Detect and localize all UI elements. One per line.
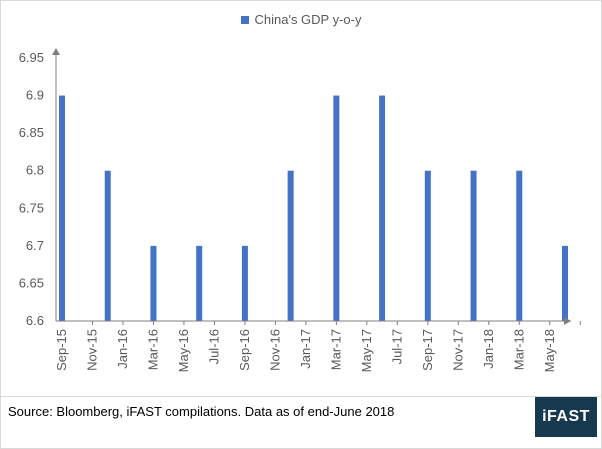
bar-Dec-16 bbox=[287, 170, 294, 321]
bar-Mar-17 bbox=[333, 95, 340, 321]
footer-divider bbox=[0, 396, 602, 397]
x-tick-label: Mar-17 bbox=[328, 329, 343, 370]
x-tick-label: Nov-16 bbox=[267, 329, 282, 371]
bar-Mar-16 bbox=[150, 245, 157, 321]
y-tick-label: 6.6 bbox=[26, 313, 44, 328]
bar-Jun-18 bbox=[562, 245, 568, 321]
x-tick-label: Jan-18 bbox=[481, 329, 496, 369]
source-note: Source: Bloomberg, iFAST compilations. D… bbox=[8, 404, 395, 419]
bar-Sep-16 bbox=[241, 245, 248, 321]
x-tick-label: Nov-15 bbox=[84, 329, 99, 371]
x-tick-label: Sep-16 bbox=[237, 329, 252, 371]
x-tick-label: May-17 bbox=[359, 329, 374, 372]
x-tick-label: Nov-17 bbox=[450, 329, 465, 371]
y-tick-label: 6.65 bbox=[19, 275, 44, 290]
x-axis-arrow bbox=[564, 317, 571, 325]
y-axis-arrow bbox=[52, 48, 60, 55]
x-tick-label: May-16 bbox=[176, 329, 191, 372]
y-tick-label: 6.7 bbox=[26, 238, 44, 253]
bar-Mar-18 bbox=[516, 170, 523, 321]
x-tick-label: Sep-15 bbox=[54, 329, 69, 371]
y-tick-label: 6.75 bbox=[19, 200, 44, 215]
bar-Dec-15 bbox=[104, 170, 111, 321]
bar-Jun-17 bbox=[379, 95, 386, 321]
x-tick-label: Jan-17 bbox=[298, 329, 313, 369]
y-tick-label: 6.95 bbox=[19, 50, 44, 65]
bar-Dec-17 bbox=[470, 170, 477, 321]
x-tick-label: Mar-18 bbox=[511, 329, 526, 370]
legend: China's GDP y-o-y bbox=[0, 12, 602, 27]
bar-Jun-16 bbox=[196, 245, 203, 321]
x-tick-label: Sep-17 bbox=[420, 329, 435, 371]
y-tick-label: 6.85 bbox=[19, 125, 44, 140]
x-tick-label: May-18 bbox=[542, 329, 557, 372]
y-tick-label: 6.8 bbox=[26, 163, 44, 178]
ifast-logo: iFAST bbox=[535, 397, 597, 437]
x-tick-label: Jan-16 bbox=[115, 329, 130, 369]
bar-Sep-17 bbox=[424, 170, 431, 321]
legend-label: China's GDP y-o-y bbox=[254, 12, 362, 27]
y-tick-label: 6.9 bbox=[26, 88, 44, 103]
x-tick-label: Jul-16 bbox=[206, 329, 221, 364]
bar-Sep-15 bbox=[59, 95, 65, 321]
legend-swatch bbox=[240, 16, 249, 24]
x-tick-label: Mar-16 bbox=[145, 329, 160, 370]
x-tick-label: Jul-17 bbox=[389, 329, 404, 364]
